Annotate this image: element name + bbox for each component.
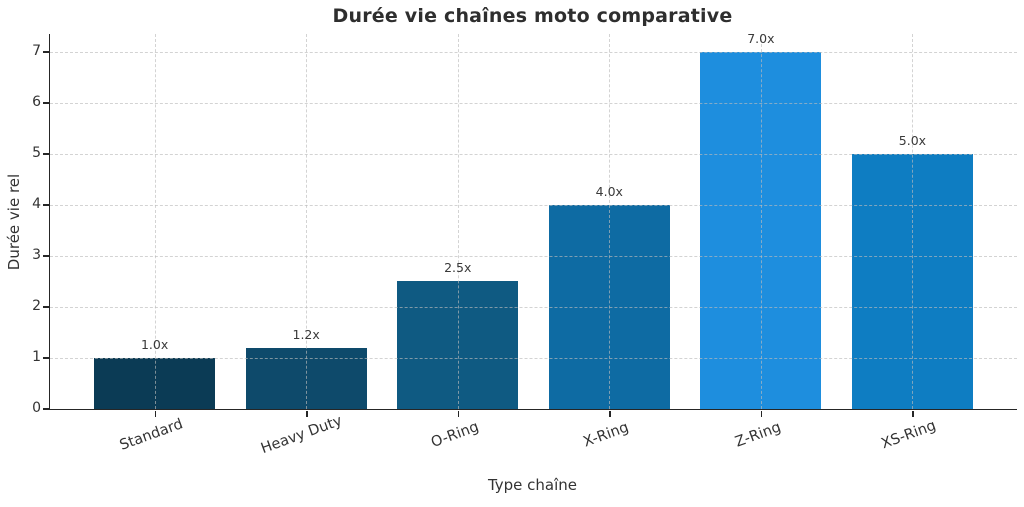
y-axis-tick: [43, 204, 49, 206]
x-axis-tick: [306, 411, 308, 417]
chart-title: Durée vie chaînes moto comparative: [332, 5, 733, 27]
x-axis-tick: [609, 411, 611, 417]
y-tick-label: 4: [32, 195, 41, 212]
y-axis-tick: [43, 102, 49, 104]
x-tick-label: Standard: [117, 416, 185, 454]
y-axis-tick: [43, 51, 49, 53]
v-gridline: [609, 34, 611, 409]
h-gridline: [50, 306, 1017, 308]
h-gridline: [50, 204, 1017, 206]
x-axis-label: Type chaîne: [487, 476, 578, 494]
x-axis-tick: [760, 411, 763, 417]
plot-area: 1.0x 1.2x 2.5x 4.0x 7.0x 5.0x: [43, 30, 1017, 417]
y-tick-label: 5: [32, 144, 41, 161]
x-axis-tick: [154, 411, 157, 417]
v-gridline: [457, 34, 459, 409]
bar-value-label: 1.0x: [140, 336, 169, 352]
y-tick-label: 3: [32, 246, 41, 263]
y-tick-label: 6: [32, 93, 41, 110]
y-axis-tick: [43, 153, 49, 155]
bar-value-label: 7.0x: [747, 30, 775, 46]
v-gridline: [760, 34, 762, 409]
y-tick-label: 0: [32, 400, 41, 416]
x-tick-label: X-Ring: [581, 419, 632, 451]
x-tick-label: XS-Ring: [879, 417, 939, 453]
h-gridline: [50, 357, 1017, 359]
bar-value-label: 2.5x: [444, 260, 472, 276]
v-gridline: [306, 34, 308, 409]
y-tick-label: 2: [32, 297, 41, 314]
y-axis-tick: [43, 357, 49, 359]
h-gridline: [50, 51, 1017, 53]
y-tick-label: 7: [32, 42, 41, 59]
y-axis-tick: [43, 255, 49, 257]
bar-value-label: 1.2x: [292, 326, 320, 342]
x-axis-tick: [912, 411, 914, 417]
x-tick-label: Heavy Duty: [259, 412, 345, 458]
h-gridline: [50, 255, 1017, 257]
h-gridline: [50, 153, 1017, 155]
y-tick-label: 1: [32, 348, 41, 365]
v-gridline: [912, 34, 914, 409]
x-tick-label: O-Ring: [428, 419, 481, 451]
y-axis-tick: [43, 408, 49, 410]
bar-value-label: 4.0x: [595, 183, 623, 199]
x-tick-label: Z-Ring: [732, 419, 783, 451]
bar-value-label: 5.0x: [898, 132, 927, 148]
v-gridline: [154, 34, 156, 409]
x-axis-tick: [457, 411, 460, 417]
h-gridline: [50, 102, 1017, 104]
y-axis-tick: [43, 306, 49, 308]
